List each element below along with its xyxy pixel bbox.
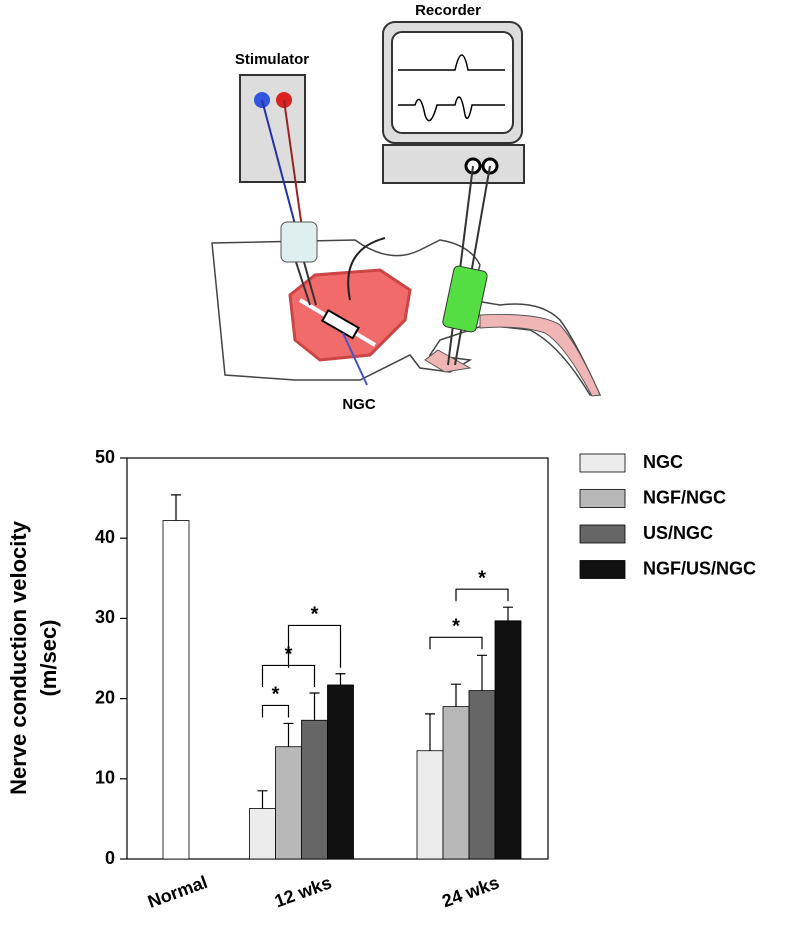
pointer [342, 332, 368, 386]
stim-probe [295, 261, 311, 306]
bar [468, 690, 496, 860]
y-tick-label: 50 [95, 447, 115, 467]
surgical-site [288, 268, 412, 362]
significance-bracket [261, 664, 316, 687]
wire [347, 237, 386, 301]
significance-bracket [261, 704, 290, 718]
bar [162, 520, 190, 860]
rec-lead [454, 165, 491, 366]
error-bar [451, 683, 461, 707]
error-bar [425, 713, 435, 751]
rec-clip [442, 265, 488, 333]
lead-blue [261, 99, 297, 229]
error-bar [257, 790, 268, 809]
y-tick-label: 40 [95, 527, 115, 547]
recorder-base [382, 144, 525, 184]
y-tick-label: 10 [95, 768, 115, 788]
stimulator-label: Stimulator [235, 51, 309, 68]
diagram: Stimulator Recorder NGC [211, 2, 602, 413]
error-bar [283, 722, 294, 747]
y-axis-label: Nerve conduction velocity [6, 520, 31, 795]
rec-lead [447, 165, 474, 366]
x-tick-label: 12 wks [272, 872, 334, 911]
y-tick-label: 0 [105, 848, 115, 868]
significance-label: * [478, 567, 486, 589]
x-tick-label: 24 wks [439, 872, 501, 911]
error-bar [171, 494, 181, 521]
bar [494, 620, 522, 860]
stim-clip [280, 221, 318, 263]
bar [249, 808, 276, 860]
error-bar [335, 673, 346, 685]
legend-swatch [579, 489, 626, 508]
screen [391, 31, 514, 134]
recorder-label: Recorder [415, 2, 481, 19]
ngc-tube [320, 308, 360, 340]
error-bar [477, 654, 487, 691]
lead-red [283, 99, 303, 229]
legend-swatch [579, 524, 626, 544]
legend-label: NGF/US/NGC [643, 558, 756, 578]
significance-bracket [287, 624, 342, 668]
x-tick-label: Normal [145, 872, 210, 912]
stimulator-box [239, 74, 306, 183]
stim-probe [303, 261, 317, 306]
legend-label: NGC [643, 452, 683, 472]
significance-bracket [455, 588, 509, 602]
significance-bracket [429, 636, 483, 650]
bar [416, 750, 444, 860]
legend-swatch [579, 560, 626, 579]
legend-swatch [579, 453, 626, 473]
y-tick-label: 20 [95, 687, 115, 707]
significance-label: * [311, 604, 319, 626]
significance-label: * [452, 616, 460, 638]
error-bar [309, 692, 320, 721]
legend-label: NGF/NGC [643, 487, 726, 507]
bar [275, 746, 302, 860]
y-tick-label: 30 [95, 607, 115, 627]
legend-label: US/NGC [643, 523, 713, 543]
bar [442, 706, 470, 860]
significance-label: * [272, 684, 280, 706]
traces [398, 54, 505, 122]
tail [479, 313, 601, 397]
error-bar [503, 606, 513, 621]
bar [301, 719, 328, 860]
bar [327, 684, 354, 860]
y-axis-label: (m/sec) [36, 619, 61, 696]
ngc-label: NGC [342, 396, 376, 413]
